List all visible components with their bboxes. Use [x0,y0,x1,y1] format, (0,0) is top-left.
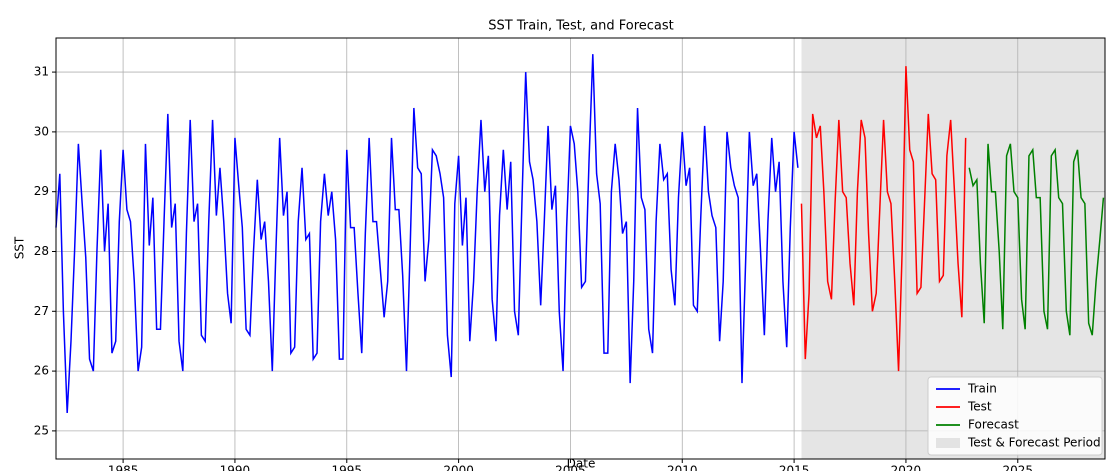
x-tick-label: 2025 [1002,464,1033,472]
y-tick-label: 30 [34,124,49,138]
legend-label: Train [967,382,997,396]
y-axis-label: SST [13,236,27,259]
x-tick-label: 2000 [443,464,474,472]
y-tick-label: 27 [34,304,49,318]
x-axis-label: Date [567,457,596,471]
y-tick-label: 26 [34,364,49,378]
series-line [55,54,799,413]
x-tick-label: 2005 [555,464,586,472]
y-tick-label: 29 [34,184,49,198]
legend-box [927,376,1103,456]
x-tick-label: 2015 [779,464,810,472]
x-tick-label: 2020 [891,464,922,472]
legend-label: Test & Forecast Period [967,436,1101,450]
y-tick-label: 31 [34,65,49,79]
legend: Train Test Forecast Test & Forecast Period [927,376,1103,456]
x-tick-label: 2010 [667,464,698,472]
y-tick-label: 25 [34,423,49,437]
chart-title: SST Train, Test, and Forecast [488,19,674,34]
series-line [800,66,967,372]
x-tick-label: 1995 [331,464,362,472]
x-tick-label: 1990 [220,464,251,472]
legend-label: Test [967,400,992,414]
plot-frame [55,37,1106,460]
x-tick-label: 1985 [108,464,139,472]
y-tick-label: 28 [34,244,49,258]
legend-label: Forecast [968,418,1019,432]
series-line [968,143,1105,336]
legend-swatch [936,438,960,448]
